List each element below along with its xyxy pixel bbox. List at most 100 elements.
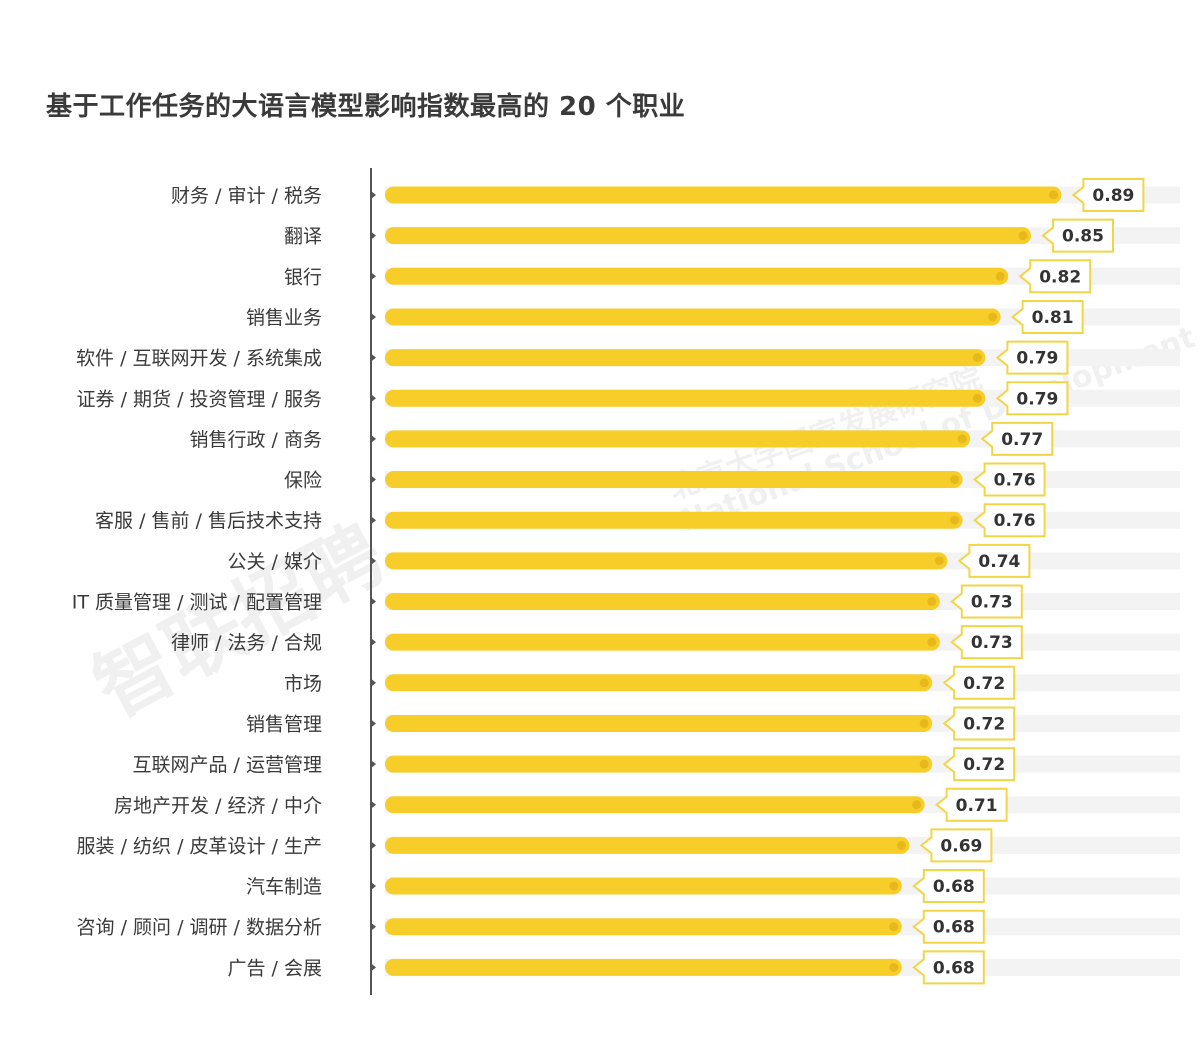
bar xyxy=(385,674,933,692)
axis-tick-marker xyxy=(371,719,376,728)
bar xyxy=(385,836,910,854)
bar-end-dot xyxy=(957,434,967,444)
axis-tick-marker xyxy=(371,963,376,972)
value-label-box xyxy=(942,665,1016,700)
bar-end-dot xyxy=(919,678,929,688)
category-label: 销售业务 xyxy=(246,307,322,329)
value-label: 0.72 xyxy=(963,755,1005,775)
value-label-box xyxy=(1071,178,1145,212)
axis-tick-marker xyxy=(371,191,376,199)
bar-end-dot xyxy=(919,718,929,728)
value-label-box xyxy=(950,584,1023,619)
bar-end-dot xyxy=(927,637,937,647)
axis-tick-marker xyxy=(371,678,376,687)
axis-tick-marker xyxy=(371,475,376,484)
category-label: 保险 xyxy=(284,470,322,492)
bar xyxy=(385,918,902,936)
value-label-box xyxy=(950,625,1023,660)
bar-end-dot xyxy=(927,597,937,606)
category-label: 房地产开发 / 经济 / 中介 xyxy=(114,795,322,817)
category-label: 市场 xyxy=(284,673,322,695)
axis-tick-marker xyxy=(371,922,376,931)
value-label: 0.72 xyxy=(963,714,1005,734)
bar-end-dot xyxy=(889,962,899,972)
value-label-box xyxy=(1041,218,1114,253)
value-label: 0.79 xyxy=(1016,389,1058,409)
axis-tick-marker xyxy=(371,556,376,565)
value-label: 0.68 xyxy=(933,958,975,978)
value-label-box xyxy=(912,950,985,985)
bar-end-dot xyxy=(896,840,906,850)
bar xyxy=(385,471,963,489)
bar xyxy=(385,267,1009,285)
value-label-box xyxy=(995,381,1069,416)
value-label-box xyxy=(980,421,1054,456)
value-label-box xyxy=(995,340,1069,375)
category-label: 律师 / 法务 / 合规 xyxy=(171,632,322,654)
bar-end-dot xyxy=(1018,231,1028,241)
value-label: 0.73 xyxy=(971,593,1013,613)
chart-title: 基于工作任务的大语言模型影响指数最高的 20 个职业 xyxy=(46,92,686,122)
bar xyxy=(385,430,971,448)
category-label: 银行 xyxy=(284,266,322,288)
axis-tick-marker xyxy=(371,353,376,362)
category-label: 互联网产品 / 运营管理 xyxy=(133,754,322,776)
bar-end-dot xyxy=(950,475,960,485)
category-label: 销售行政 / 商务 xyxy=(190,429,322,451)
bar xyxy=(385,755,933,773)
bar-end-dot xyxy=(912,800,922,810)
value-label: 0.76 xyxy=(994,511,1036,531)
category-label: 公关 / 媒介 xyxy=(228,551,322,573)
value-label: 0.76 xyxy=(994,471,1036,491)
value-label-box xyxy=(919,828,993,863)
bar xyxy=(385,227,1031,245)
axis-tick-marker xyxy=(371,882,376,891)
category-label: 销售管理 xyxy=(246,713,322,735)
value-label: 0.77 xyxy=(1001,430,1043,450)
bar-end-dot xyxy=(988,312,998,322)
category-label: 汽车制造 xyxy=(246,876,322,898)
category-label: 咨询 / 顾问 / 调研 / 数据分析 xyxy=(77,917,322,939)
value-label-box xyxy=(1018,259,1092,294)
value-label: 0.69 xyxy=(940,836,982,856)
value-label: 0.79 xyxy=(1016,349,1058,369)
value-label: 0.89 xyxy=(1092,186,1134,206)
bar-end-dot xyxy=(995,271,1005,281)
category-label: 翻译 xyxy=(284,226,322,248)
bar xyxy=(385,796,925,814)
value-label: 0.74 xyxy=(978,552,1020,572)
value-label: 0.73 xyxy=(971,633,1013,653)
value-label: 0.85 xyxy=(1062,227,1104,247)
category-label: IT 质量管理 / 测试 / 配置管理 xyxy=(72,592,322,614)
category-label: 财务 / 审计 / 税务 xyxy=(171,185,322,207)
bar xyxy=(385,511,963,529)
value-label-box xyxy=(912,909,985,944)
value-label: 0.72 xyxy=(963,674,1005,694)
axis-tick-marker xyxy=(371,231,376,240)
bar xyxy=(385,552,948,570)
value-label-box xyxy=(942,747,1016,782)
value-label-box xyxy=(972,503,1046,538)
value-label-box xyxy=(942,706,1016,741)
value-label-box xyxy=(1010,299,1084,334)
bar-end-dot xyxy=(934,556,944,566)
bar-end-dot xyxy=(889,881,899,891)
bar-end-dot xyxy=(1048,190,1058,200)
category-label: 软件 / 互联网开发 / 系统集成 xyxy=(76,348,322,370)
axis-tick-marker xyxy=(371,760,376,769)
bar-end-dot xyxy=(889,922,899,932)
value-label: 0.68 xyxy=(933,918,975,938)
bar xyxy=(385,389,986,407)
axis-tick-marker xyxy=(371,434,376,443)
axis-tick-marker xyxy=(371,800,376,809)
bar-end-dot xyxy=(950,515,960,525)
bar-end-dot xyxy=(919,759,929,769)
bar xyxy=(385,714,933,732)
value-label-box xyxy=(912,869,985,904)
bar xyxy=(385,308,1001,326)
axis-tick-marker xyxy=(371,312,376,321)
category-label: 广告 / 会展 xyxy=(228,957,322,979)
bar-end-dot xyxy=(972,393,982,403)
bar xyxy=(385,186,1062,204)
